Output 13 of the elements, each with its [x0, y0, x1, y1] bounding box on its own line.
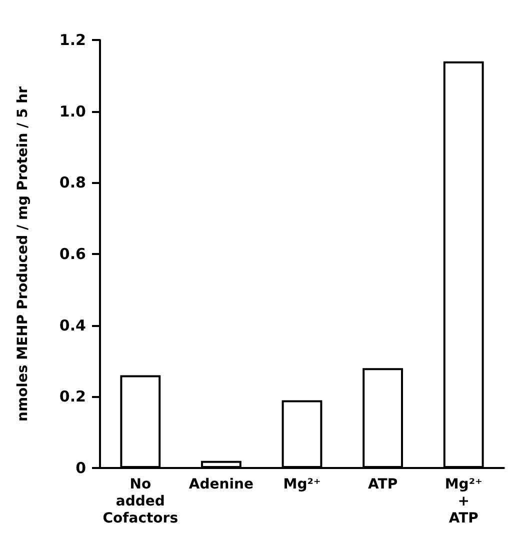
y-axis-title: nmoles MEHP Produced / mg Protein / 5 hr: [15, 86, 31, 422]
y-tick-label: 0.4: [59, 316, 86, 334]
y-tick-label: 0: [76, 459, 86, 477]
x-tick-label: Adenine: [188, 476, 254, 492]
y-tick-label: 1.2: [59, 31, 86, 49]
y-tick-label: 0.2: [59, 388, 86, 406]
y-tick-label: 0.8: [59, 174, 86, 192]
x-tick-label: ATP: [368, 476, 398, 492]
y-tick-label: 0.6: [59, 245, 86, 263]
y-tick-label: 1.0: [59, 102, 86, 120]
x-tick-label: No added Cofactors: [102, 476, 178, 526]
x-tick-label: Mg²⁺ + ATP: [444, 476, 482, 526]
x-tick-label: Mg²⁺: [283, 476, 321, 492]
